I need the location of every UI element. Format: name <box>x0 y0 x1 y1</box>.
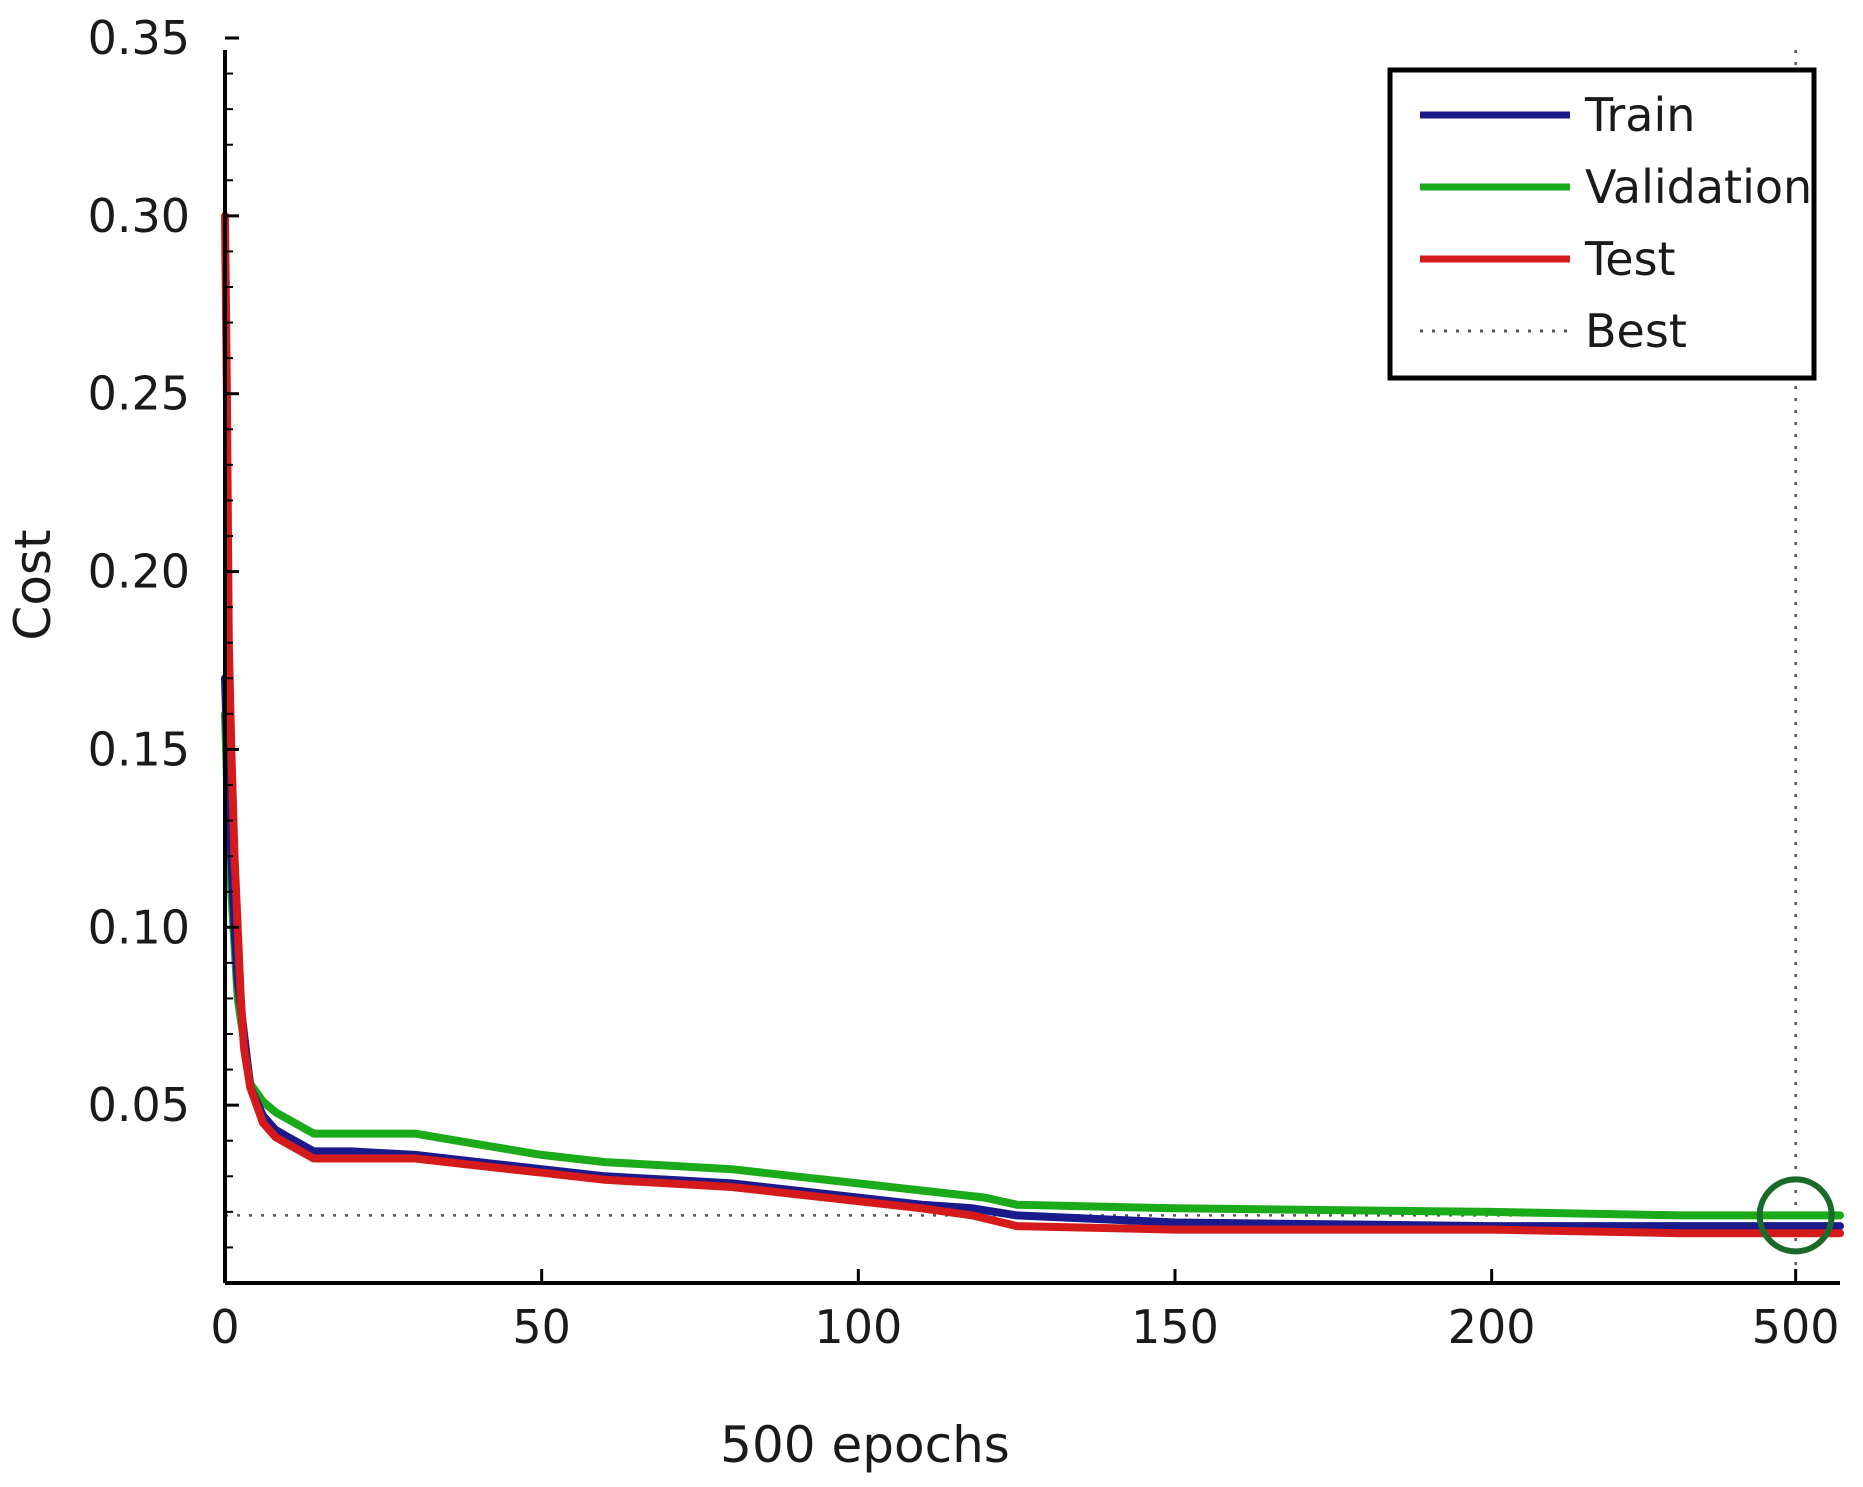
series-line-test <box>221 211 1844 1238</box>
x-tick-label: 200 <box>1448 1300 1536 1354</box>
y-tick-label: 0.25 <box>88 367 190 421</box>
y-tick-label: 0.05 <box>88 1078 190 1132</box>
x-tick-label: 150 <box>1131 1300 1219 1354</box>
y-tick-label: 0.30 <box>88 189 190 243</box>
legend-label-test: Test <box>1584 232 1676 286</box>
y-axis-title: Cost <box>4 529 62 640</box>
x-axis-title: 500 epochs <box>720 1416 1010 1474</box>
best-marker-circle <box>1756 1176 1835 1255</box>
legend-box <box>1387 67 1817 381</box>
legend-label-best: Best <box>1585 304 1687 358</box>
y-tick-label: 0.20 <box>88 545 190 599</box>
y-tick-label: 0.10 <box>88 900 190 954</box>
x-tick-label: 50 <box>512 1300 571 1354</box>
y-tick-label: 0.35 <box>88 11 190 65</box>
legend: Train Validation Test Best <box>1387 67 1817 381</box>
legend-label-validation: Validation <box>1585 160 1812 214</box>
series-line-validation <box>221 709 1844 1220</box>
y-tick-label: 0.15 <box>88 722 190 776</box>
x-tick-label: 0 <box>210 1300 239 1354</box>
legend-label-train: Train <box>1584 88 1695 142</box>
axes: 0.05 0.10 0.15 0.20 0.25 0.30 0.35 0 50 100 150 200… <box>88 11 1840 1354</box>
x-tick-label: 100 <box>814 1300 902 1354</box>
x-tick-label: 500 <box>1752 1300 1840 1354</box>
